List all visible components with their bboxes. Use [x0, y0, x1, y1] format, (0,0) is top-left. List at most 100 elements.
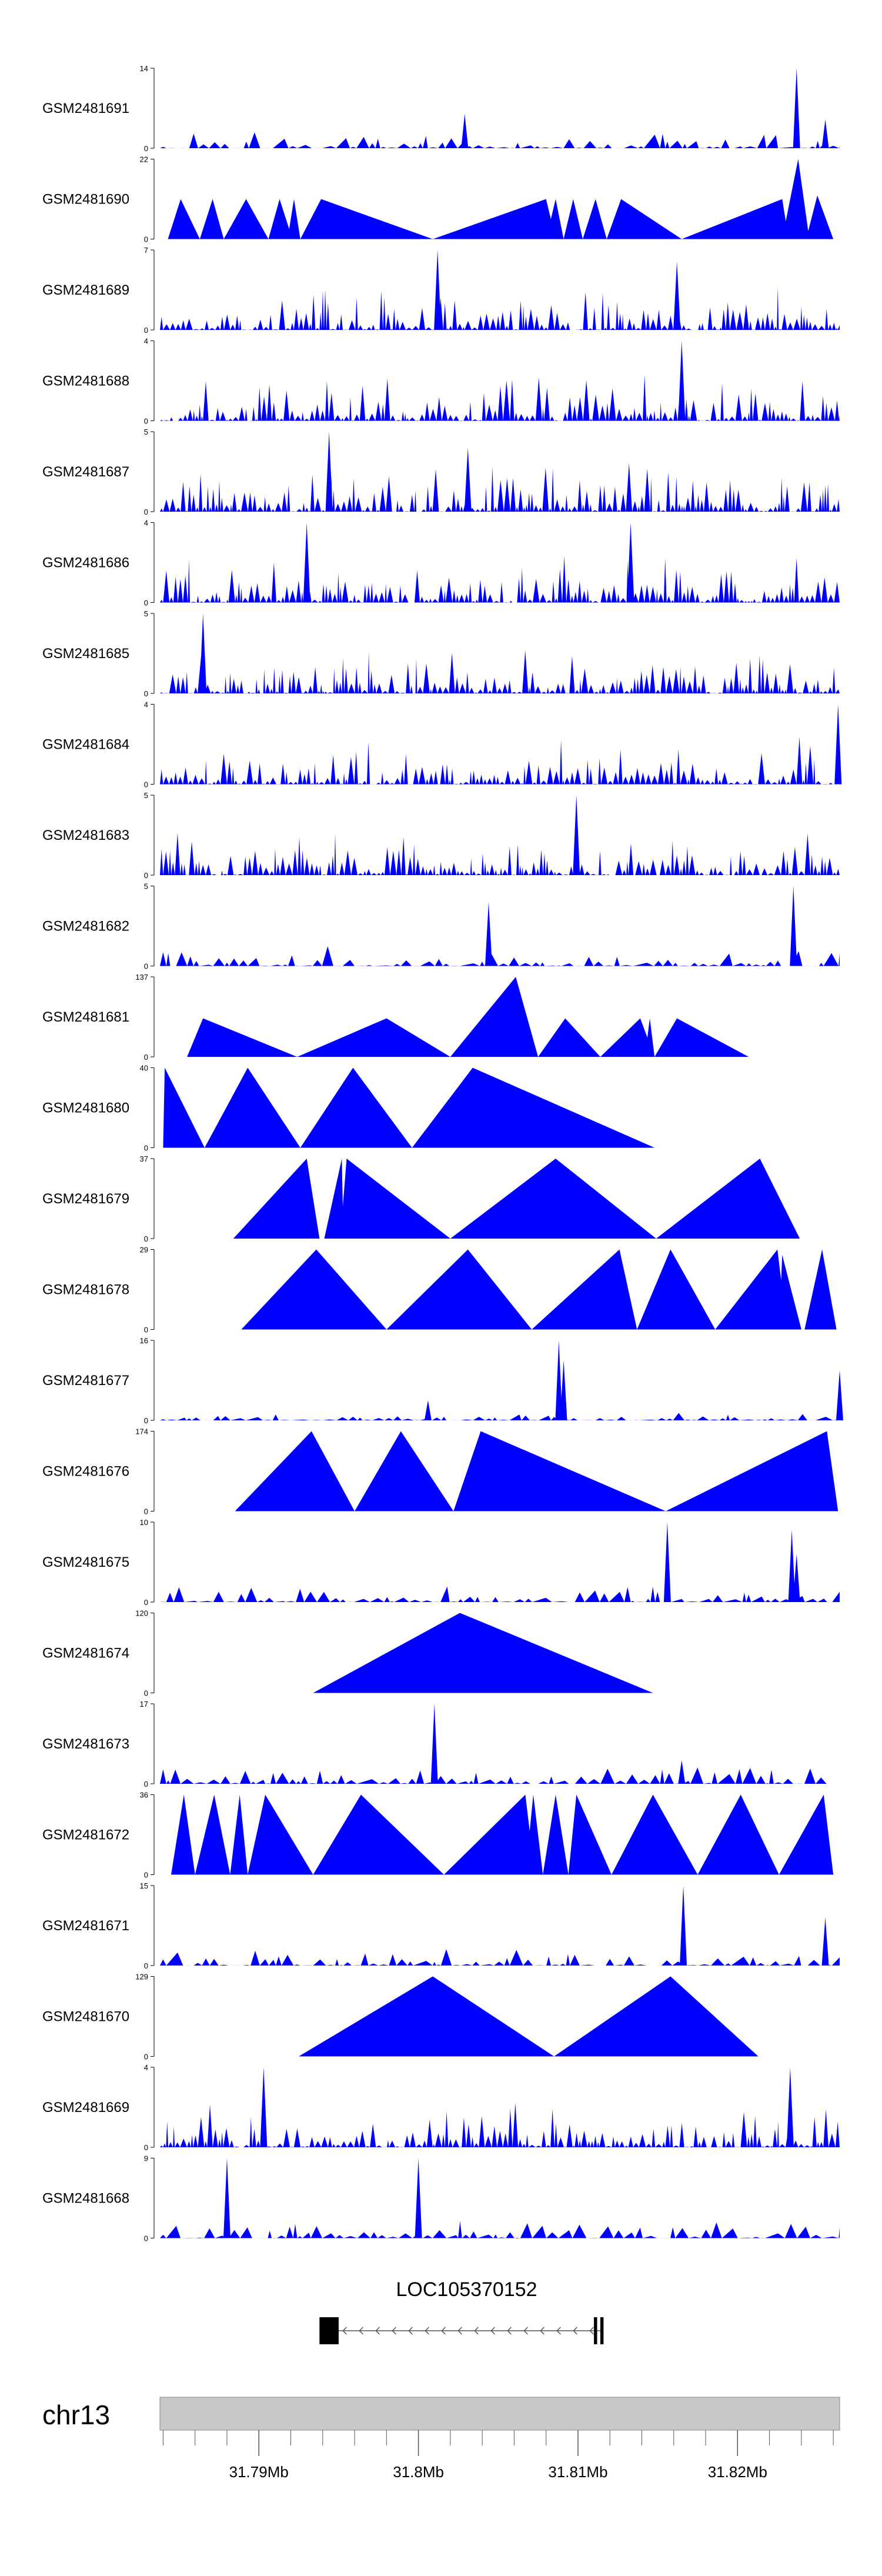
coverage-peak — [430, 1704, 438, 1784]
strand-arrow — [441, 2327, 446, 2335]
y-axis: 90 — [144, 2154, 155, 2243]
y-tick-zero: 0 — [144, 326, 148, 335]
track-label: GSM2481677 — [42, 1373, 129, 1389]
coverage-peak — [806, 195, 834, 239]
track-label: GSM2481668 — [42, 2191, 129, 2207]
coverage-area — [160, 1586, 840, 1602]
y-tick-zero: 0 — [144, 1689, 148, 1698]
coverage-peak — [297, 1018, 450, 1057]
coverage-peak — [786, 2067, 794, 2147]
coverage-peak — [204, 1067, 300, 1148]
y-tick-zero: 0 — [144, 1871, 148, 1880]
track-label: GSM2481683 — [42, 827, 129, 843]
coverage-peak — [464, 448, 472, 512]
track-GSM2481683: GSM2481683 50 — [42, 791, 840, 880]
chromosome-label: chr13 — [42, 2400, 110, 2430]
strand-arrow — [392, 2327, 396, 2335]
y-axis: 40 0 — [140, 1064, 155, 1153]
y-tick-max: 40 — [140, 1064, 148, 1073]
y-tick-max: 4 — [144, 2063, 148, 2072]
y-tick-zero: 0 — [144, 962, 148, 971]
y-axis: 40 — [144, 519, 155, 608]
track-GSM2481679: GSM2481679 37 0 — [42, 1154, 800, 1243]
track-GSM2481672: GSM2481672 36 0 — [42, 1791, 834, 1880]
track-label: GSM2481690 — [42, 192, 129, 208]
coverage-area — [160, 375, 840, 421]
gene-exon — [319, 2317, 339, 2344]
strand-arrow — [408, 2327, 413, 2335]
y-tick-max: 37 — [140, 1154, 148, 1163]
coverage-peak — [788, 1530, 796, 1602]
coverage-peak — [821, 1917, 829, 1966]
y-axis: 40 — [144, 700, 155, 789]
coverage-peak — [300, 1067, 412, 1148]
track-label: GSM2481688 — [42, 373, 129, 389]
coverage-peak — [779, 1794, 834, 1875]
y-tick-max: 5 — [144, 882, 148, 891]
coverage-peak — [340, 1159, 450, 1239]
y-tick-max: 10 — [140, 1518, 148, 1527]
coverage-peak — [348, 1184, 350, 1239]
strand-arrow — [589, 2327, 594, 2335]
coverage-peak — [538, 1018, 600, 1057]
coverage-peak — [235, 1431, 355, 1511]
coverage-peak — [450, 977, 539, 1057]
coverage-peak — [821, 119, 829, 148]
y-tick-zero: 0 — [144, 780, 148, 789]
coverage-peak — [573, 795, 580, 875]
y-axis: 50 — [144, 791, 155, 880]
coverage-peak — [444, 1794, 535, 1875]
y-axis: 14 0 — [140, 64, 155, 153]
track-GSM2481690: GSM2481690 22 0 — [42, 155, 834, 244]
coverage-peak — [836, 1370, 843, 1420]
strand-arrow — [457, 2327, 462, 2335]
coverage-peak — [313, 1613, 653, 1693]
y-tick-zero: 0 — [144, 417, 148, 426]
y-tick-max: 14 — [140, 64, 148, 73]
y-axis: 22 0 — [140, 155, 155, 244]
track-GSM2481691: GSM2481691 14 0 — [42, 64, 840, 153]
coverage-peak — [583, 199, 607, 239]
coverage-peak — [568, 1794, 612, 1875]
y-tick-zero: 0 — [144, 1144, 148, 1153]
strand-arrow — [490, 2327, 495, 2335]
coverage-peak — [681, 199, 789, 239]
coverage-peak — [656, 1159, 800, 1239]
y-tick-zero: 0 — [144, 689, 148, 698]
coverage-peak — [467, 1087, 475, 1148]
y-axis: 40 — [144, 2063, 155, 2152]
track-GSM2481673: GSM2481673 17 0 — [42, 1700, 840, 1788]
y-tick-max: 120 — [135, 1609, 148, 1618]
y-tick-max: 9 — [144, 2154, 148, 2163]
track-label: GSM2481672 — [42, 1827, 129, 1843]
track-label: GSM2481684 — [42, 737, 129, 753]
coverage-area — [160, 737, 840, 785]
y-axis: 137 0 — [135, 973, 155, 1062]
coverage-peak — [355, 1431, 454, 1511]
coverage-peak — [663, 1522, 671, 1602]
track-label: GSM2481689 — [42, 282, 129, 298]
coverage-peak — [715, 1249, 787, 1330]
coverage-peak — [241, 1249, 387, 1330]
y-tick-max: 174 — [135, 1427, 148, 1436]
coverage-peak — [546, 199, 564, 239]
strand-arrow — [425, 2327, 429, 2335]
coverage-peak — [223, 2158, 230, 2238]
track-label: GSM2481674 — [42, 1646, 129, 1661]
coverage-peak — [782, 159, 810, 239]
coverage-peak — [834, 704, 842, 785]
coverage-peak — [199, 199, 224, 239]
y-axis: 10 0 — [140, 1518, 155, 1607]
coverage-peak — [268, 199, 293, 239]
track-GSM2481684: GSM2481684 40 — [42, 700, 842, 789]
y-axis: 15 0 — [140, 1881, 155, 1970]
y-tick-max: 17 — [140, 1700, 148, 1709]
coverage-peak — [415, 2158, 422, 2238]
track-label: GSM2481679 — [42, 1191, 129, 1207]
coverage-area — [160, 946, 840, 966]
y-axis: 120 0 — [135, 1609, 155, 1698]
